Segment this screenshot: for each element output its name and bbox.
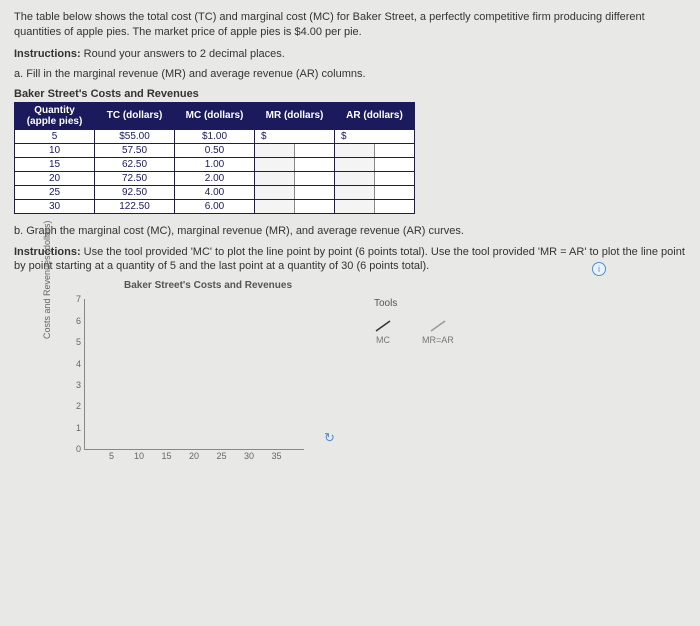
qty-head-l2: (apple pies) — [19, 116, 90, 127]
y-tick: 6 — [69, 316, 81, 326]
cell-mc: 6.00 — [175, 199, 255, 213]
part-b-text: b. Graph the marginal cost (MC), margina… — [14, 224, 686, 239]
cell-qty: 20 — [15, 171, 95, 185]
chart-title: Baker Street's Costs and Revenues — [124, 280, 686, 291]
line-icon — [374, 319, 392, 333]
cost-table: Quantity (apple pies) TC (dollars) MC (d… — [14, 102, 415, 214]
cell-ar[interactable]: $ — [335, 129, 415, 143]
intro-text: The table below shows the total cost (TC… — [14, 10, 686, 40]
cell-mr[interactable] — [255, 199, 335, 213]
table-row: 5$55.00$1.00$$ — [15, 129, 415, 143]
cell-qty: 25 — [15, 185, 95, 199]
cell-tc: 57.50 — [95, 143, 175, 157]
col-header-mc: MC (dollars) — [175, 102, 255, 129]
tool-mc-label: MC — [376, 335, 390, 345]
cell-mc: 1.00 — [175, 157, 255, 171]
table-row: 2072.502.00 — [15, 171, 415, 185]
tool-mc[interactable]: MC — [374, 319, 392, 345]
y-tick: 7 — [69, 294, 81, 304]
cell-mr[interactable] — [255, 143, 335, 157]
cell-mr[interactable] — [255, 185, 335, 199]
x-tick: 35 — [270, 451, 284, 461]
y-tick: 1 — [69, 423, 81, 433]
cell-mr[interactable] — [255, 171, 335, 185]
table-row: 2592.504.00 — [15, 185, 415, 199]
chart-wrapper: i Baker Street's Costs and Revenues Cost… — [54, 280, 686, 469]
cell-qty: 10 — [15, 143, 95, 157]
x-tick: 25 — [215, 451, 229, 461]
cell-mr[interactable]: $ — [255, 129, 335, 143]
tools-panel: Tools MC MR=AR — [374, 298, 454, 345]
cell-qty: 15 — [15, 157, 95, 171]
cell-ar[interactable] — [335, 157, 415, 171]
x-tick: 20 — [187, 451, 201, 461]
x-tick: 15 — [160, 451, 174, 461]
instructions: Instructions: Round your answers to 2 de… — [14, 48, 686, 60]
cell-tc: $55.00 — [95, 129, 175, 143]
table-title: Baker Street's Costs and Revenues — [14, 88, 686, 100]
cell-tc: 72.50 — [95, 171, 175, 185]
sub-instructions: Instructions: Use the tool provided 'MC'… — [14, 245, 686, 275]
y-tick: 5 — [69, 337, 81, 347]
instructions-body: Round your answers to 2 decimal places. — [81, 48, 285, 60]
tools-title: Tools — [374, 298, 454, 309]
table-row: 30122.506.00 — [15, 199, 415, 213]
cell-qty: 30 — [15, 199, 95, 213]
cell-mc: 2.00 — [175, 171, 255, 185]
x-axis-line — [84, 449, 304, 450]
cell-tc: 92.50 — [95, 185, 175, 199]
col-header-mr: MR (dollars) — [255, 102, 335, 129]
cell-mc: 4.00 — [175, 185, 255, 199]
x-tick: 5 — [105, 451, 119, 461]
chart-area[interactable]: Costs and Revenues (dollars) 76543210 51… — [54, 299, 314, 469]
cell-ar[interactable] — [335, 171, 415, 185]
cell-ar[interactable] — [335, 185, 415, 199]
col-header-ar: AR (dollars) — [335, 102, 415, 129]
cell-qty: 5 — [15, 129, 95, 143]
x-tick: 30 — [242, 451, 256, 461]
cell-mc: 0.50 — [175, 143, 255, 157]
table-row: 1057.500.50 — [15, 143, 415, 157]
cell-ar[interactable] — [335, 143, 415, 157]
y-axis-label: Costs and Revenues (dollars) — [42, 221, 52, 340]
tool-mrar[interactable]: MR=AR — [422, 319, 454, 345]
cell-tc: 122.50 — [95, 199, 175, 213]
qty-head-l1: Quantity — [19, 105, 90, 116]
y-axis-line — [84, 299, 85, 449]
line-icon — [429, 319, 447, 333]
x-tick: 10 — [132, 451, 146, 461]
instructions-lead: Instructions: — [14, 48, 81, 60]
y-tick: 2 — [69, 401, 81, 411]
cell-ar[interactable] — [335, 199, 415, 213]
y-tick: 4 — [69, 359, 81, 369]
reset-icon[interactable]: ↻ — [324, 430, 335, 446]
table-row: 1562.501.00 — [15, 157, 415, 171]
col-header-qty: Quantity (apple pies) — [15, 102, 95, 129]
tool-mrar-label: MR=AR — [422, 335, 454, 345]
cell-mc: $1.00 — [175, 129, 255, 143]
y-tick: 3 — [69, 380, 81, 390]
sub-instr-body: Use the tool provided 'MC' to plot the l… — [14, 246, 685, 273]
part-a-text: a. Fill in the marginal revenue (MR) and… — [14, 68, 686, 80]
col-header-tc: TC (dollars) — [95, 102, 175, 129]
cell-tc: 62.50 — [95, 157, 175, 171]
cell-mr[interactable] — [255, 157, 335, 171]
y-tick: 0 — [69, 444, 81, 454]
